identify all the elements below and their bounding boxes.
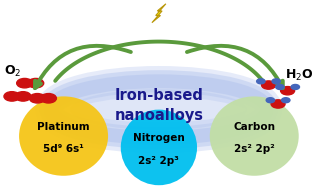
Circle shape: [15, 92, 31, 101]
Polygon shape: [152, 4, 166, 23]
Text: O$_2$: O$_2$: [4, 64, 21, 79]
Text: Nitrogen: Nitrogen: [133, 133, 185, 143]
FancyArrowPatch shape: [187, 46, 283, 88]
Text: Carbon: Carbon: [233, 122, 275, 132]
Circle shape: [28, 78, 44, 88]
Circle shape: [291, 84, 300, 89]
Text: Platinum: Platinum: [37, 122, 90, 132]
Text: 2s² 2p³: 2s² 2p³: [138, 156, 179, 166]
Ellipse shape: [19, 96, 108, 176]
Circle shape: [4, 92, 20, 101]
Text: 5d⁹ 6s¹: 5d⁹ 6s¹: [43, 144, 84, 154]
Ellipse shape: [210, 96, 299, 176]
Circle shape: [280, 87, 294, 95]
Text: H$_2$O: H$_2$O: [286, 68, 314, 83]
Circle shape: [257, 79, 265, 84]
Circle shape: [281, 98, 290, 103]
Circle shape: [266, 98, 274, 103]
FancyArrowPatch shape: [35, 46, 131, 88]
Ellipse shape: [70, 89, 247, 130]
Circle shape: [261, 81, 275, 89]
Circle shape: [271, 100, 285, 108]
Circle shape: [29, 94, 45, 103]
Circle shape: [272, 79, 280, 84]
Circle shape: [40, 94, 56, 103]
Ellipse shape: [121, 110, 197, 185]
Circle shape: [276, 84, 284, 89]
Text: Iron-based
nanoalloys: Iron-based nanoalloys: [114, 88, 204, 123]
Circle shape: [17, 78, 32, 88]
Text: 2s² 2p²: 2s² 2p²: [234, 144, 275, 154]
